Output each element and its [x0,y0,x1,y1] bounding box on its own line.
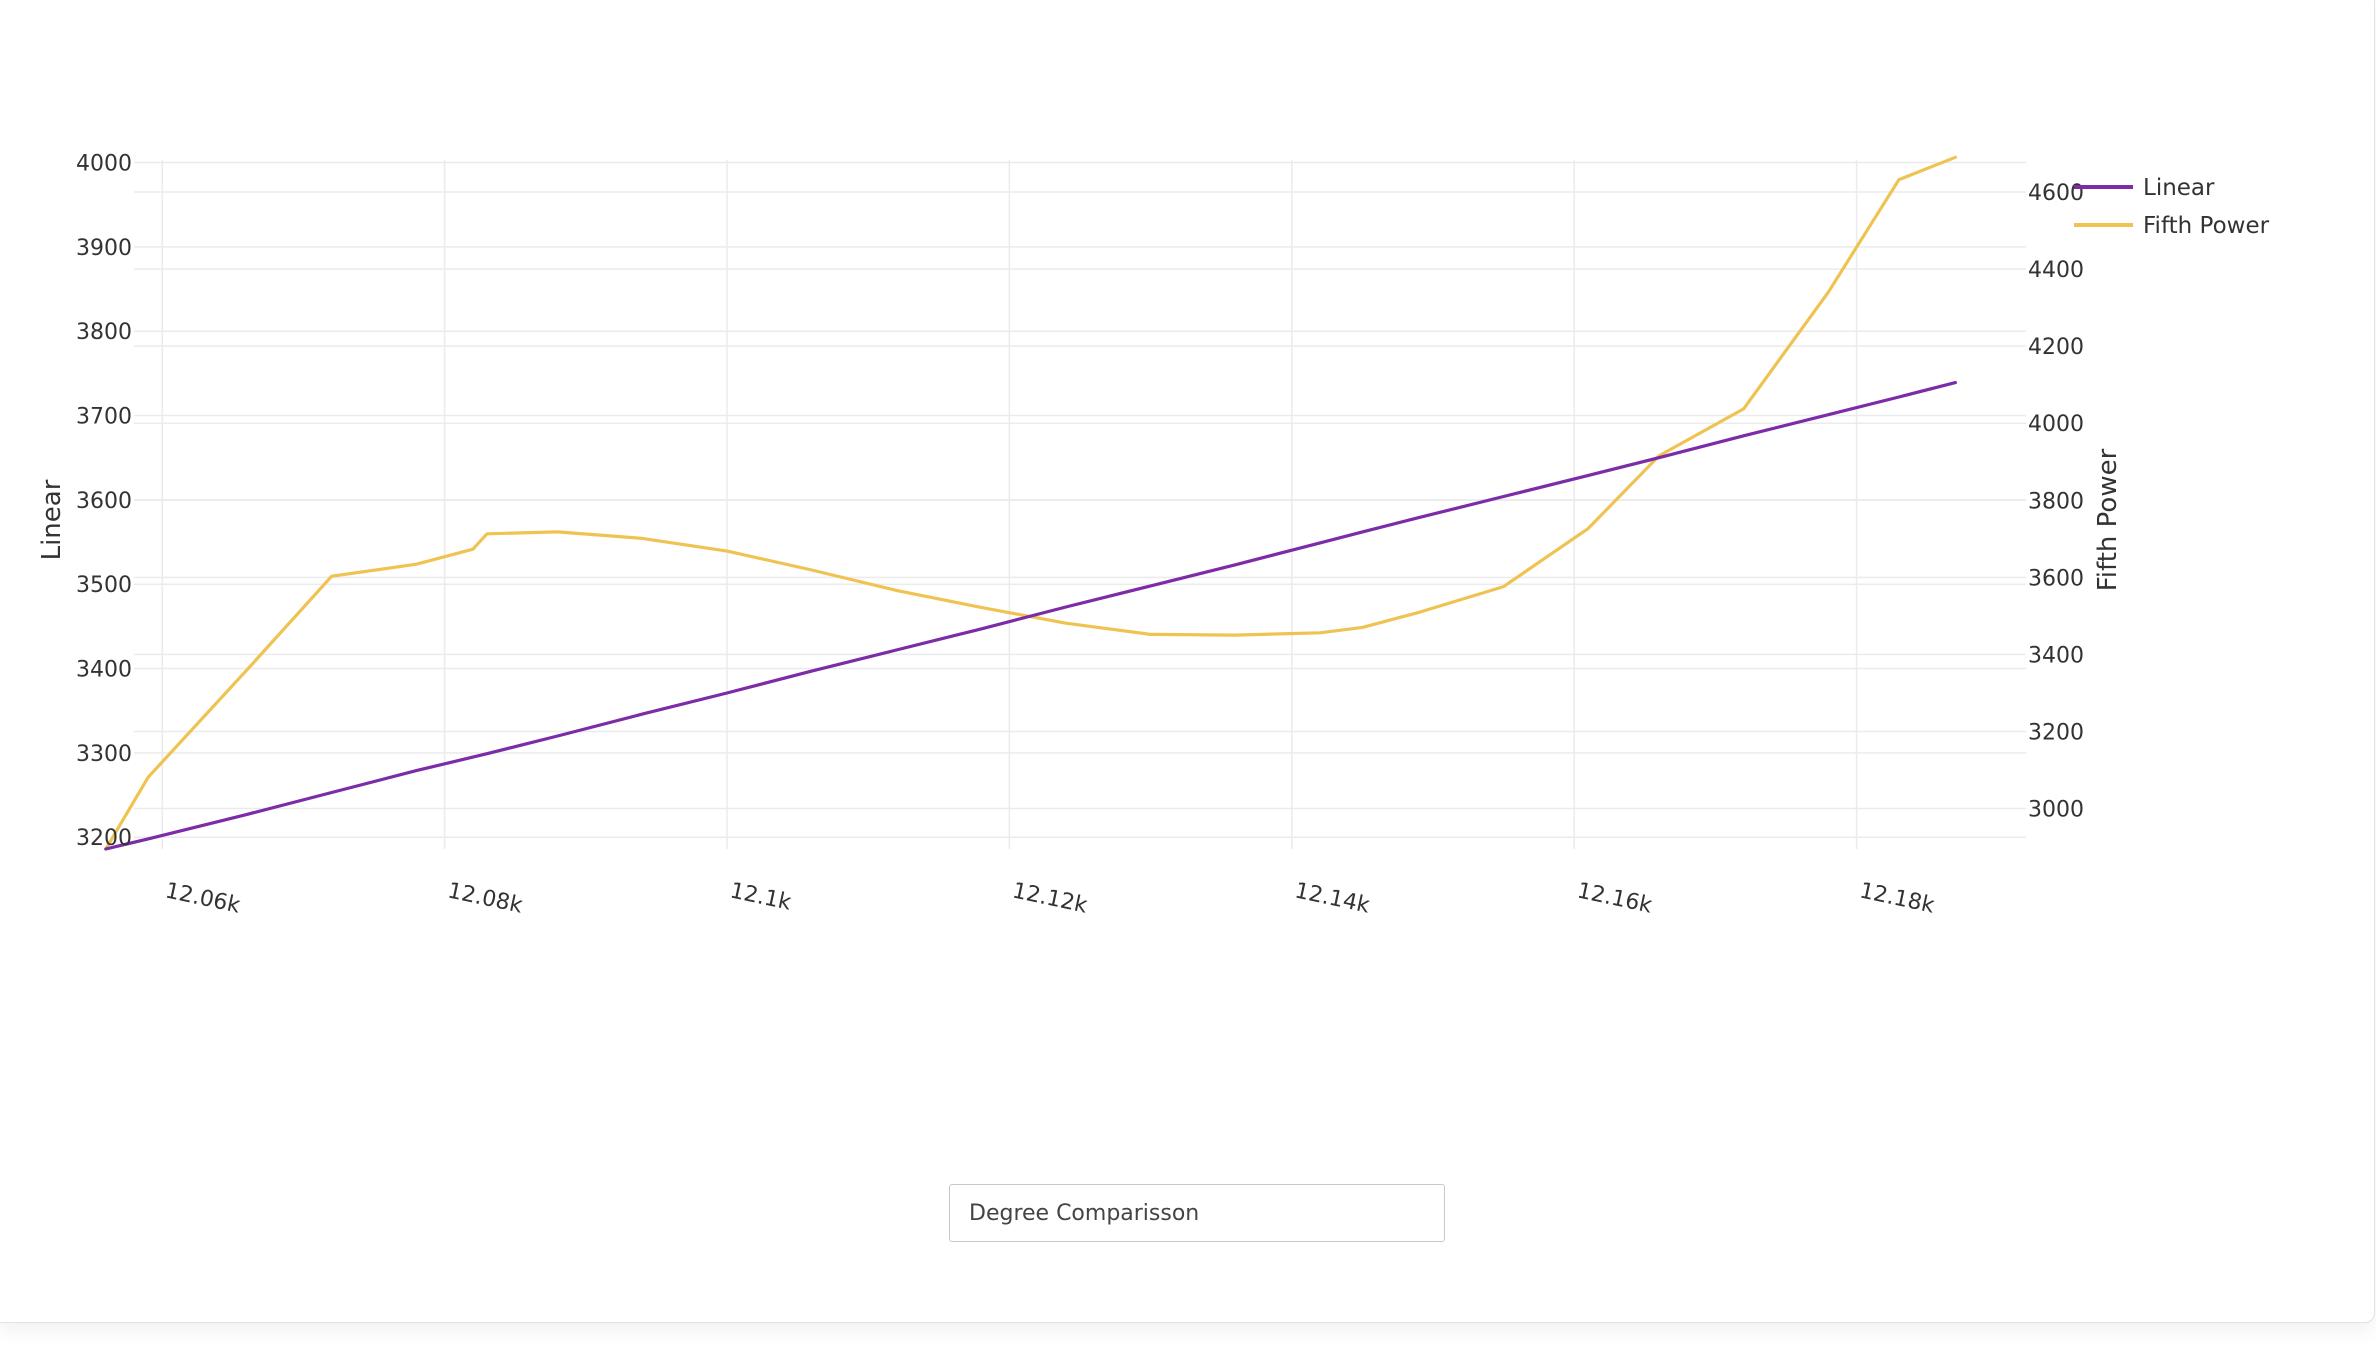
left-axis-ticks: 3200 3300 3400 3500 3600 3700 3800 3900 4000 [76,152,132,852]
y2-tick-label: 3800 [2028,489,2084,514]
x-tick-label: 12.06k [163,878,243,918]
y2-tick-label: 4400 [2028,258,2084,283]
x-axis-ticks: 12.06k 12.08k 12.1k 12.12k 12.14k 12.16k 12.18… [163,878,1937,918]
right-axis-title: Fifth Power [2093,448,2123,591]
y-tick-label: 3800 [76,320,132,345]
legend-item-fifth-power[interactable]: Fifth Power [2074,213,2270,239]
x-tick-label: 12.14k [1293,878,1373,918]
y-tick-label: 3300 [76,742,132,767]
x-tick-label: 12.1k [728,878,794,915]
series-layer [104,155,1958,851]
legend-label-linear: Linear [2143,175,2215,201]
left-axis-title: Linear [37,479,67,560]
y-tick-label: 3600 [76,489,132,514]
y2-tick-label: 4200 [2028,335,2084,360]
x-tick-label: 12.16k [1575,878,1655,918]
y-tick-label: 3900 [76,236,132,261]
series-line-fifth-power [104,155,1958,851]
x-tick-label: 12.08k [445,878,525,918]
y2-tick-label: 3000 [2028,798,2084,823]
line-chart: 3200 3300 3400 3500 3600 3700 3800 3900 4000 300… [37,152,2270,919]
y2-tick-label: 3200 [2028,720,2084,745]
legend-item-linear[interactable]: Linear [2074,175,2215,201]
chart-type-dropdown[interactable]: Degree Comparisson [949,1184,1445,1242]
legend-label-fifth-power: Fifth Power [2143,213,2270,239]
y-tick-label: 3500 [76,573,132,598]
legend[interactable]: Linear Fifth Power [2074,175,2270,239]
y2-tick-label: 4600 [2028,181,2084,206]
series-line-linear [104,381,1958,851]
y2-tick-label: 4000 [2028,412,2084,437]
y-tick-label: 4000 [76,152,132,177]
x-tick-label: 12.12k [1010,878,1090,918]
y2-tick-label: 3600 [2028,566,2084,591]
grid-lines [134,160,2026,849]
right-axis-ticks: 3000 3200 3400 3600 3800 4000 4200 4400 4600 [2028,181,2084,823]
y-tick-label: 3400 [76,658,132,683]
dropdown-selected-label: Degree Comparisson [969,1200,1200,1226]
y-tick-label: 3200 [76,826,132,851]
x-tick-label: 12.18k [1857,878,1937,918]
chart-card: 3200 3300 3400 3500 3600 3700 3800 3900 4000 300… [0,0,2375,1323]
y2-tick-label: 3400 [2028,643,2084,668]
y-tick-label: 3700 [76,405,132,430]
